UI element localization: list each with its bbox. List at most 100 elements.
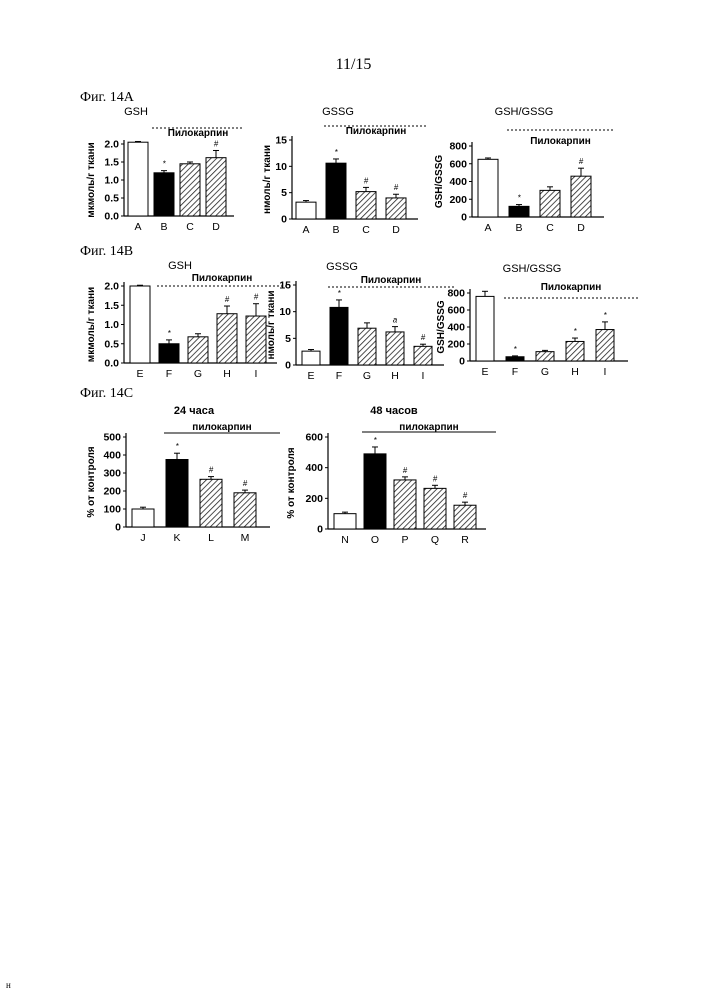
y-axis-label: мкмоль/г ткани (86, 287, 97, 362)
y-tick-label: 0 (115, 522, 121, 534)
bar-C (356, 192, 376, 219)
chart-title: GSSG (326, 261, 358, 273)
category-label: J (140, 532, 145, 544)
y-axis-label: GSH/GSSG (434, 155, 445, 209)
significance-marker: * (603, 311, 607, 320)
y-tick-label: 400 (103, 450, 121, 462)
bar-C (180, 164, 200, 216)
chart-title: 48 часов (370, 405, 418, 417)
bracket-label: Пилокарпин (541, 282, 602, 293)
y-tick-label: 0.0 (104, 211, 119, 223)
y-axis-label: нмоль/г ткани (266, 290, 277, 359)
bar-D (206, 158, 226, 216)
bar-F (159, 344, 179, 363)
y-tick-label: 0.5 (104, 193, 119, 205)
significance-marker: # (243, 479, 248, 488)
y-tick-label: 0 (459, 356, 465, 368)
significance-marker: # (394, 183, 399, 192)
significance-marker: * (517, 194, 521, 203)
bar-I (596, 330, 614, 361)
category-label: M (241, 532, 250, 544)
bar-O (364, 454, 386, 529)
y-axis-label: нмоль/г ткани (262, 145, 273, 214)
bar-B (154, 173, 174, 216)
bracket-label: пилокарпин (192, 422, 251, 433)
y-axis-label: мкмоль/г ткани (86, 142, 97, 217)
significance-marker: * (373, 436, 377, 445)
category-label: E (136, 368, 143, 380)
significance-marker: * (334, 148, 338, 157)
significance-marker: # (433, 474, 438, 483)
category-label: C (362, 224, 370, 236)
y-tick-label: 2.0 (104, 139, 119, 151)
category-label: A (302, 224, 309, 236)
bar-I (414, 346, 432, 365)
category-label: P (401, 534, 408, 546)
y-tick-label: 100 (103, 504, 121, 516)
bar-R (454, 505, 476, 529)
chart-14c-48h: 0200400600% от контроля48 часовпилокарпи… (282, 400, 502, 550)
category-label: B (515, 222, 522, 234)
category-label: N (341, 534, 349, 546)
bar-E (130, 286, 150, 363)
y-axis-label: % от контроля (86, 446, 97, 517)
bar-F (330, 307, 348, 365)
page-number: 11/15 (0, 56, 707, 74)
bracket-label: Пилокарпин (346, 126, 407, 137)
significance-marker: # (421, 333, 426, 342)
y-tick-label: 15 (275, 135, 287, 147)
bar-C (540, 190, 560, 217)
chart-title: GSH (168, 260, 192, 272)
y-tick-label: 0 (281, 214, 287, 226)
bar-D (386, 198, 406, 219)
y-tick-label: 200 (447, 339, 465, 351)
bar-L (200, 479, 222, 527)
category-label: H (571, 366, 579, 378)
chart-14a-gsh: 0.00.51.01.52.0мкмоль/г тканиGSHПилокарп… (82, 100, 252, 240)
bar-E (302, 351, 320, 365)
y-tick-label: 0 (285, 360, 291, 372)
chart-14b-gsh-gssg-ratio: 0200400600800GSH/GSSGGSH/GSSGПилокарпинE… (432, 256, 622, 386)
category-label: L (208, 532, 214, 544)
y-tick-label: 5 (281, 187, 287, 199)
category-label: E (307, 370, 314, 382)
significance-marker: a (393, 316, 398, 325)
significance-marker: # (214, 139, 219, 148)
category-label: G (541, 366, 549, 378)
y-tick-label: 500 (103, 432, 121, 444)
y-tick-label: 1.0 (104, 319, 119, 331)
bar-G (358, 328, 376, 365)
category-label: A (134, 221, 141, 233)
y-tick-label: 5 (285, 333, 291, 345)
chart-title: 24 часа (174, 405, 215, 417)
y-tick-label: 400 (305, 462, 323, 474)
y-tick-label: 600 (447, 305, 465, 317)
bar-M (234, 493, 256, 527)
y-tick-label: 400 (449, 176, 467, 188)
category-label: C (546, 222, 554, 234)
y-tick-label: 10 (279, 306, 291, 318)
y-tick-label: 200 (103, 486, 121, 498)
y-axis-label: GSH/GSSG (436, 300, 447, 354)
y-tick-label: 1.5 (104, 300, 119, 312)
category-label: A (484, 222, 491, 234)
category-label: K (173, 532, 180, 544)
y-tick-label: 200 (305, 493, 323, 505)
significance-marker: * (337, 289, 341, 298)
significance-marker: * (167, 329, 171, 338)
category-label: F (166, 368, 172, 380)
y-tick-label: 600 (449, 158, 467, 170)
category-label: Q (431, 534, 439, 546)
bracket-label: Пилокарпин (192, 273, 253, 284)
significance-marker: * (162, 160, 166, 169)
category-label: I (422, 370, 425, 382)
bracket-label: Пилокарпин (168, 128, 229, 139)
chart-14c-24h: 0100200300400500% от контроля24 часапило… (82, 400, 282, 550)
significance-marker: # (364, 176, 369, 185)
chart-14b-gssg: 051015нмоль/г тканиGSSGПилокарпинE*FGaH#… (262, 256, 442, 386)
bar-G (536, 352, 554, 361)
significance-marker: # (209, 466, 214, 475)
significance-marker: * (573, 327, 577, 336)
chart-title: GSH/GSSG (495, 106, 554, 118)
chart-title: GSSG (322, 106, 354, 118)
